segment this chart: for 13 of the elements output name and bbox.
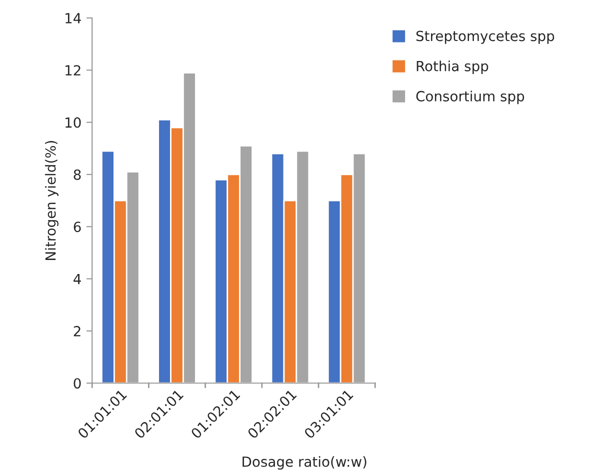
y-axis-title: Nitrogen yield(%) — [45, 140, 58, 260]
y-tick-label: 14 — [66, 13, 81, 24]
y-tick-label: 6 — [74, 222, 81, 232]
x-axis-title: Dosage ratio(w:w) — [242, 456, 366, 470]
y-tick-label: 12 — [66, 65, 80, 76]
y-tick-label: 4 — [74, 274, 81, 284]
y-tick-label: 10 — [66, 117, 81, 128]
legend-label: Consortium spp — [416, 90, 524, 104]
legend-label: Rothia spp — [416, 60, 488, 74]
y-tick-label: 8 — [74, 169, 81, 180]
legend-label: Streptomycetes spp — [416, 30, 554, 44]
y-tick-label: 2 — [74, 326, 80, 336]
y-tick-label: 0 — [74, 378, 81, 389]
